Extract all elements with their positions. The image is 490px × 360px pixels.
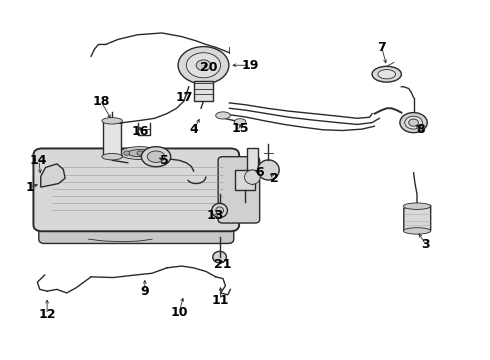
Bar bbox=[194, 81, 213, 101]
Ellipse shape bbox=[234, 119, 246, 125]
Ellipse shape bbox=[403, 228, 431, 234]
FancyBboxPatch shape bbox=[218, 157, 260, 223]
Ellipse shape bbox=[196, 60, 211, 71]
Ellipse shape bbox=[128, 149, 152, 157]
Text: 13: 13 bbox=[207, 210, 224, 222]
Ellipse shape bbox=[147, 151, 165, 162]
Text: 2: 2 bbox=[270, 172, 279, 185]
Ellipse shape bbox=[186, 53, 220, 78]
Ellipse shape bbox=[212, 203, 227, 218]
Text: 18: 18 bbox=[92, 95, 110, 108]
Ellipse shape bbox=[137, 151, 143, 155]
Ellipse shape bbox=[372, 66, 401, 82]
Ellipse shape bbox=[409, 119, 418, 126]
Text: 4: 4 bbox=[189, 123, 198, 136]
Text: 7: 7 bbox=[377, 41, 386, 54]
Ellipse shape bbox=[245, 170, 260, 184]
Text: 10: 10 bbox=[171, 306, 188, 319]
Ellipse shape bbox=[178, 46, 229, 84]
Ellipse shape bbox=[405, 116, 422, 129]
Text: 3: 3 bbox=[421, 238, 430, 251]
Ellipse shape bbox=[400, 113, 427, 133]
Text: 14: 14 bbox=[30, 154, 48, 167]
Ellipse shape bbox=[216, 207, 223, 214]
Text: 15: 15 bbox=[231, 122, 249, 135]
Ellipse shape bbox=[142, 147, 171, 167]
Bar bbox=[103, 121, 122, 157]
Ellipse shape bbox=[258, 160, 279, 180]
Text: 5: 5 bbox=[160, 154, 169, 167]
Text: 9: 9 bbox=[141, 285, 149, 298]
FancyBboxPatch shape bbox=[39, 213, 234, 243]
Ellipse shape bbox=[120, 147, 160, 159]
Text: 12: 12 bbox=[38, 308, 56, 321]
Polygon shape bbox=[404, 205, 431, 232]
Ellipse shape bbox=[124, 151, 130, 155]
FancyBboxPatch shape bbox=[33, 148, 239, 231]
Text: 20: 20 bbox=[199, 60, 217, 73]
Ellipse shape bbox=[102, 153, 122, 160]
Text: 6: 6 bbox=[255, 166, 264, 179]
Bar bbox=[235, 170, 255, 190]
Ellipse shape bbox=[213, 251, 226, 263]
Text: 1: 1 bbox=[25, 181, 34, 194]
Ellipse shape bbox=[216, 112, 230, 119]
Ellipse shape bbox=[403, 203, 431, 210]
Text: 19: 19 bbox=[241, 59, 259, 72]
Text: 17: 17 bbox=[175, 91, 193, 104]
Bar bbox=[247, 148, 258, 170]
Text: 8: 8 bbox=[416, 123, 425, 136]
Text: 11: 11 bbox=[212, 294, 229, 307]
Ellipse shape bbox=[102, 118, 122, 124]
Text: 16: 16 bbox=[131, 125, 148, 138]
Ellipse shape bbox=[378, 69, 395, 79]
Ellipse shape bbox=[150, 151, 156, 155]
Text: 21: 21 bbox=[214, 258, 232, 271]
Polygon shape bbox=[41, 164, 65, 187]
